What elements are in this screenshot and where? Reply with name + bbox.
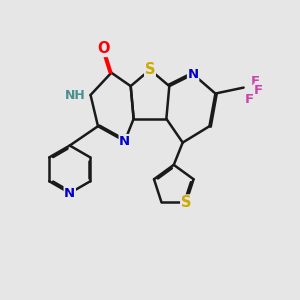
Text: F: F	[254, 84, 263, 97]
Text: O: O	[98, 41, 110, 56]
Text: NH: NH	[65, 88, 86, 101]
Text: S: S	[145, 62, 155, 77]
Text: S: S	[181, 195, 191, 210]
Text: F: F	[251, 75, 260, 88]
Text: N: N	[64, 187, 75, 200]
Text: N: N	[119, 135, 130, 148]
Text: F: F	[245, 93, 254, 106]
Text: N: N	[188, 68, 199, 81]
